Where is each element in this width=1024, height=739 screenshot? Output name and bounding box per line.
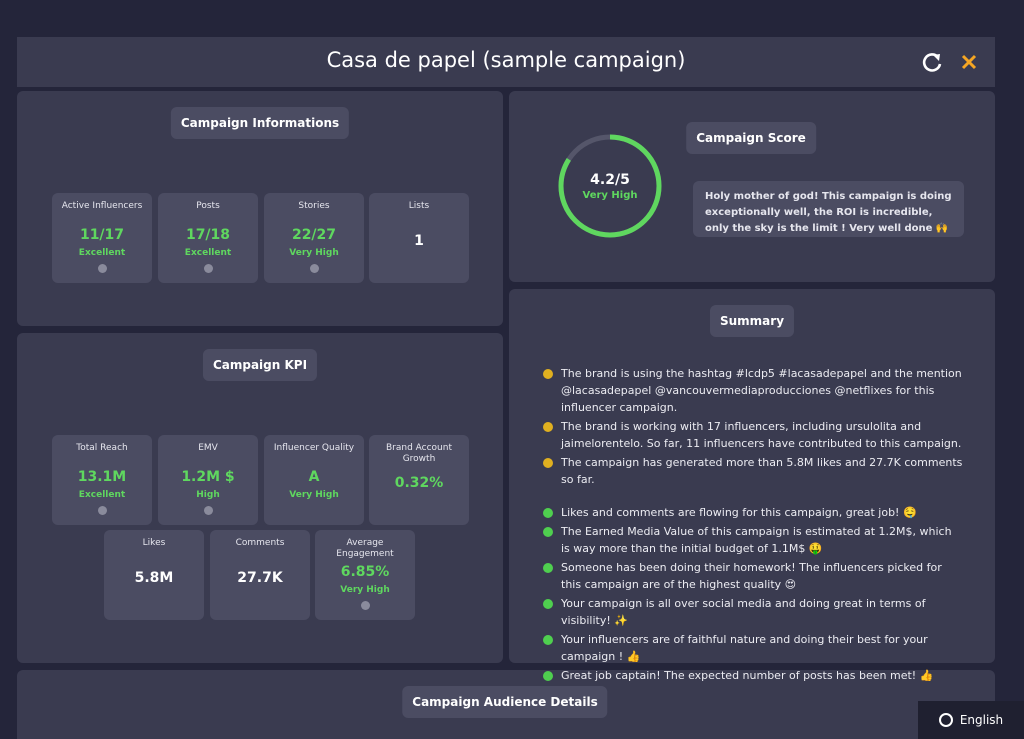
metric-value: 6.85% bbox=[340, 564, 390, 580]
help-icon bbox=[360, 601, 370, 610]
metric-value: A bbox=[308, 469, 320, 485]
metric-rating: Very High bbox=[340, 585, 390, 595]
metric-value: 17/18 bbox=[185, 227, 231, 243]
metric-label: Comments bbox=[235, 538, 285, 548]
help-icon bbox=[203, 264, 213, 273]
metric-card: Influencer Quality A Very High bbox=[264, 435, 364, 525]
summary-list: The brand is using the hashtag #lcdp5 #l… bbox=[543, 365, 963, 686]
metric-value: 27.7K bbox=[237, 570, 283, 586]
success-icon bbox=[543, 508, 553, 518]
summary-text: The Earned Media Value of this campaign … bbox=[561, 525, 952, 555]
metric-label: Average Engagement bbox=[336, 538, 394, 559]
info-icon bbox=[543, 422, 553, 432]
spacer bbox=[543, 490, 963, 504]
header: Casa de papel (sample campaign) bbox=[17, 37, 995, 87]
metric-label: EMV bbox=[198, 443, 218, 453]
summary-panel bbox=[509, 289, 995, 663]
score-rating: Very High bbox=[582, 190, 638, 201]
score-value: 4.2/5 bbox=[590, 172, 630, 188]
metric-card: EMV 1.2M $ High bbox=[158, 435, 258, 525]
success-icon bbox=[543, 599, 553, 609]
metric-card: Comments 27.7K bbox=[210, 530, 310, 620]
metric-card: Average Engagement 6.85% Very High bbox=[315, 530, 415, 620]
summary-text: The brand is using the hashtag #lcdp5 #l… bbox=[561, 367, 962, 414]
summary-text: The brand is working with 17 influencers… bbox=[561, 420, 962, 450]
summary-item: Someone has been doing their homework! T… bbox=[543, 559, 963, 593]
metric-card: Active Influencers 11/17 Excellent bbox=[52, 193, 152, 283]
score-message: Holy mother of god! This campaign is doi… bbox=[693, 181, 964, 237]
summary-text: Great job captain! The expected number o… bbox=[561, 669, 934, 682]
summary-item: Likes and comments are flowing for this … bbox=[543, 504, 963, 521]
section-title: Campaign Informations bbox=[170, 107, 350, 139]
metric-value: 11/17 bbox=[79, 227, 125, 243]
metric-rating: Excellent bbox=[78, 248, 126, 258]
section-title: Summary bbox=[709, 305, 795, 337]
metric-value: 13.1M bbox=[77, 469, 127, 485]
score-ring bbox=[558, 134, 662, 238]
metric-label: Lists bbox=[408, 201, 430, 211]
metric-rating: High bbox=[196, 490, 220, 500]
summary-item: The brand is working with 17 influencers… bbox=[543, 418, 963, 452]
success-icon bbox=[543, 635, 553, 645]
help-icon bbox=[97, 506, 107, 515]
section-title: Campaign Audience Details bbox=[402, 686, 608, 718]
summary-text: Your influencers are of faithful nature … bbox=[561, 633, 928, 663]
page-title: Casa de papel (sample campaign) bbox=[326, 48, 686, 72]
summary-text: The campaign has generated more than 5.8… bbox=[561, 456, 963, 486]
metric-value: 0.32% bbox=[394, 475, 444, 491]
metric-label: Likes bbox=[142, 538, 166, 548]
summary-text: Your campaign is all over social media a… bbox=[561, 597, 926, 627]
info-icon bbox=[543, 458, 553, 468]
info-icon bbox=[543, 369, 553, 379]
help-icon bbox=[97, 264, 107, 273]
metric-label: Total Reach bbox=[76, 443, 128, 453]
success-icon bbox=[543, 527, 553, 537]
summary-text: Someone has been doing their homework! T… bbox=[561, 561, 942, 591]
summary-item: The campaign has generated more than 5.8… bbox=[543, 454, 963, 488]
close-button[interactable] bbox=[960, 53, 978, 71]
success-icon bbox=[543, 671, 553, 681]
success-icon bbox=[543, 563, 553, 573]
metric-rating: Excellent bbox=[184, 248, 232, 258]
metric-rating: Excellent bbox=[78, 490, 126, 500]
help-icon bbox=[309, 264, 319, 273]
metric-value: 1 bbox=[414, 233, 424, 249]
metric-label: Stories bbox=[298, 201, 330, 211]
summary-item: The Earned Media Value of this campaign … bbox=[543, 523, 963, 557]
metric-card: Lists 1 bbox=[369, 193, 469, 283]
refresh-button[interactable] bbox=[921, 51, 943, 73]
metric-value: 22/27 bbox=[291, 227, 337, 243]
metric-rating: Very High bbox=[289, 248, 339, 258]
metric-label: Brand Account Growth bbox=[385, 443, 452, 464]
metric-label: Active Influencers bbox=[61, 201, 143, 211]
summary-item: Your influencers are of faithful nature … bbox=[543, 631, 963, 665]
help-icon bbox=[203, 506, 213, 515]
summary-item: Your campaign is all over social media a… bbox=[543, 595, 963, 629]
metric-card: Stories 22/27 Very High bbox=[264, 193, 364, 283]
language-label: English bbox=[959, 713, 1004, 727]
metric-card: Total Reach 13.1M Excellent bbox=[52, 435, 152, 525]
language-button[interactable]: English bbox=[918, 701, 1024, 739]
language-icon bbox=[938, 713, 953, 727]
metric-card: Posts 17/18 Excellent bbox=[158, 193, 258, 283]
summary-item: The brand is using the hashtag #lcdp5 #l… bbox=[543, 365, 963, 416]
metric-card: Brand Account Growth 0.32% bbox=[369, 435, 469, 525]
metric-rating: Very High bbox=[289, 490, 339, 500]
summary-item: Great job captain! The expected number o… bbox=[543, 667, 963, 684]
metric-card: Likes 5.8M bbox=[104, 530, 204, 620]
score-arc bbox=[558, 134, 662, 238]
metric-label: Posts bbox=[196, 201, 220, 211]
metric-value: 5.8M bbox=[134, 570, 174, 586]
section-title: Campaign Score bbox=[686, 122, 816, 154]
metric-label: Influencer Quality bbox=[273, 443, 355, 453]
section-title: Campaign KPI bbox=[202, 349, 318, 381]
metric-value: 1.2M $ bbox=[181, 469, 235, 485]
summary-text: Likes and comments are flowing for this … bbox=[561, 506, 917, 519]
